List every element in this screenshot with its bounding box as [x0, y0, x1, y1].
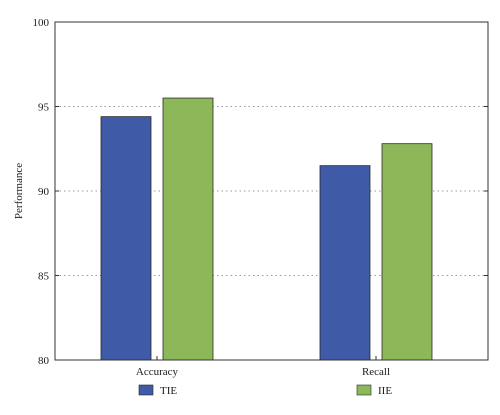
y-tick-label: 85: [38, 271, 50, 283]
bar-tie-recall: [319, 165, 371, 361]
y-tick-label: 95: [38, 102, 50, 114]
legend-label-iie: IIE: [378, 385, 392, 397]
legend-swatch-tie: [138, 384, 154, 396]
legend-swatch-iie: [356, 384, 372, 396]
x-category-label: Accuracy: [136, 366, 179, 378]
legend: TIE IIE: [138, 384, 392, 397]
bar-iie-recall: [381, 143, 433, 361]
y-axis-ticks: 80 85 90 95 100: [33, 17, 488, 367]
x-category-label: Recall: [362, 366, 390, 378]
bars: [100, 97, 433, 361]
y-tick-label: 80: [38, 355, 50, 367]
y-tick-label: 100: [33, 17, 50, 29]
x-axis-categories: Accuracy Recall: [136, 356, 390, 378]
legend-label-tie: TIE: [160, 385, 177, 397]
bar-iie-accuracy: [162, 97, 214, 361]
y-axis-title: Performance: [13, 163, 25, 219]
bar-tie-accuracy: [100, 116, 152, 361]
y-tick-label: 90: [38, 186, 50, 198]
